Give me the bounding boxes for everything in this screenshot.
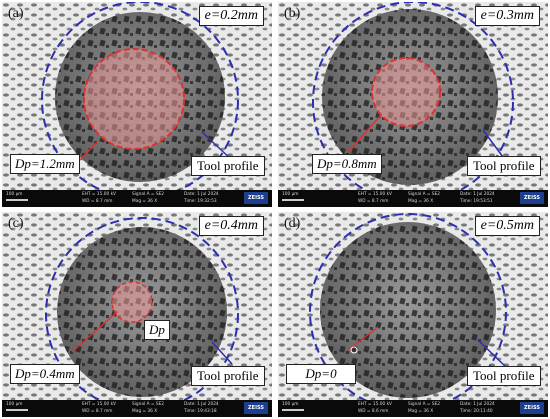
sem-infobar: 100 µm EHT = 15.00 kV WD = 8.7 mm Signal… [2, 190, 272, 207]
scale-text: 100 µm [6, 402, 23, 407]
signal-text: Signal A = SE2 [132, 192, 165, 197]
sem-image-c [2, 212, 272, 417]
scale-bar [6, 199, 28, 201]
date-text: Date: 1 Jul 2024 [460, 402, 495, 407]
dp-label: Dp=0 [286, 364, 356, 384]
date-text: Date: 1 Jul 2024 [184, 402, 219, 407]
signal-text: Signal A = SE2 [408, 402, 441, 407]
tool-profile-circle [309, 213, 507, 411]
panel-label: (b) [284, 6, 301, 21]
dp-leader [347, 326, 379, 351]
pore-free-zone [371, 57, 441, 127]
dp-leader [79, 141, 98, 161]
wd-text: WD = 8.6 mm [358, 409, 389, 414]
tool-leader [482, 129, 504, 158]
scale-text: 100 µm [6, 192, 23, 197]
zeiss-logo: ZEISS [244, 192, 268, 204]
signal-text: Signal A = SE2 [132, 402, 165, 407]
eht-text: EHT = 15.00 kV [82, 192, 116, 197]
time-text: Time: 19:32:53 [184, 199, 217, 204]
dp-label: Dp=0.4mm [10, 364, 80, 384]
dp-label: Dp=0.8mm [312, 154, 382, 174]
wd-text: WD = 8.7 mm [358, 199, 389, 204]
date-text: Date: 1 Jul 2024 [460, 192, 495, 197]
pore-free-zone [83, 48, 185, 150]
eccentricity-label: e=0.4mm [198, 216, 264, 236]
dp-label: Dp=1.2mm [10, 154, 80, 174]
tool-leader [211, 341, 233, 365]
sem-infobar: 100 µm EHT = 15.00 kV WD = 8.7 mm Signal… [278, 190, 548, 207]
dp-inner-label: Dp [144, 320, 170, 340]
sem-infobar: 100 µm EHT = 15.00 kV WD = 8.7 mm Signal… [2, 400, 272, 417]
scale-text: 100 µm [282, 402, 299, 407]
zeiss-logo: ZEISS [520, 192, 544, 204]
dp-leader [347, 114, 382, 153]
scale-text: 100 µm [282, 192, 299, 197]
date-text: Date: 1 Jul 2024 [184, 192, 219, 197]
scale-bar [6, 409, 28, 411]
eccentricity-label: e=0.2mm [198, 6, 264, 26]
panel-c: (c) e=0.4mm Dp Dp=0.4mm Tool profile 100… [2, 212, 272, 417]
sem-image-b [278, 2, 548, 207]
mag-text: Mag = 36 X [408, 409, 434, 414]
time-text: Time: 19:53:51 [460, 199, 493, 204]
sem-infobar: 100 µm EHT = 15.00 kV WD = 8.6 mm Signal… [278, 400, 548, 417]
eccentricity-label: e=0.5mm [474, 216, 540, 236]
eccentricity-label: e=0.3mm [474, 6, 540, 26]
mag-text: Mag = 36 X [132, 409, 158, 414]
zeiss-logo: ZEISS [244, 402, 268, 414]
sem-image-a [2, 2, 272, 207]
eht-text: EHT = 15.00 kV [358, 192, 392, 197]
tool-leader [477, 339, 507, 368]
pore-free-zone [111, 281, 153, 323]
panel-a: (a) e=0.2mm Dp=1.2mm Tool profile 100 µm… [2, 2, 272, 207]
panel-label: (d) [284, 216, 301, 231]
scale-bar [282, 409, 304, 411]
scale-bar [282, 199, 304, 201]
tool-profile-label: Tool profile [467, 156, 541, 176]
signal-text: Signal A = SE2 [408, 192, 441, 197]
tool-profile-circle [41, 2, 239, 199]
eht-text: EHT = 15.00 kV [82, 402, 116, 407]
zeiss-logo: ZEISS [520, 402, 544, 414]
eht-text: EHT = 15.00 kV [358, 402, 392, 407]
tool-profile-label: Tool profile [467, 366, 541, 386]
sem-image-d [278, 212, 548, 417]
mag-text: Mag = 36 X [132, 199, 158, 204]
tool-profile-label: Tool profile [191, 156, 265, 176]
panel-d: (d) e=0.5mm Dp=0 Tool profile 100 µm EHT… [278, 212, 548, 417]
wd-text: WD = 8.7 mm [82, 409, 113, 414]
mag-text: Mag = 36 X [408, 199, 434, 204]
time-text: Time: 20:11:40 [460, 409, 493, 414]
tool-profile-label: Tool profile [191, 366, 265, 386]
tool-profile-circle [45, 217, 239, 411]
dp-leader [71, 311, 118, 353]
panel-b: (b) e=0.3mm Dp=0.8mm Tool profile 100 µm… [278, 2, 548, 207]
panel-label: (c) [8, 216, 24, 231]
wd-text: WD = 8.7 mm [82, 199, 113, 204]
panel-label: (a) [8, 6, 24, 21]
time-text: Time: 19:43:18 [184, 409, 217, 414]
